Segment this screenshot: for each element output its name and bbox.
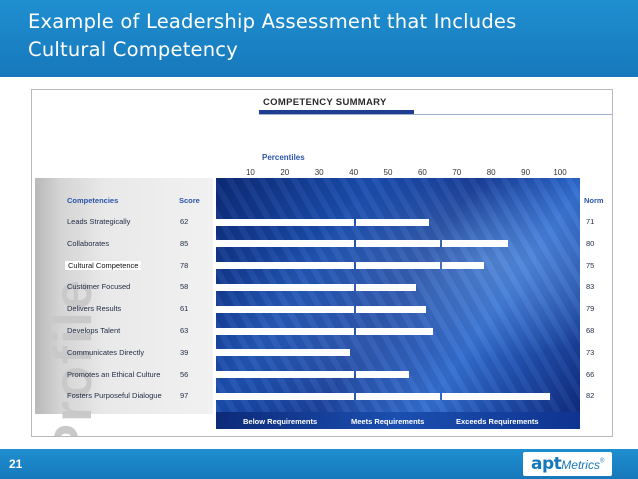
report-title-underline	[259, 110, 414, 114]
competency-name: Communicates Directly	[67, 347, 145, 357]
competency-norm: 75	[586, 260, 595, 270]
slide-title-line1: Example of Leadership Assessment that In…	[28, 10, 517, 33]
competency-score: 62	[180, 217, 189, 226]
competency-score: 85	[180, 238, 189, 248]
percentile-tick: 20	[280, 168, 290, 177]
percentiles-label: Percentiles	[262, 153, 305, 162]
competency-name: Leads Strategically	[67, 217, 131, 226]
band-meets-requirements: Meets Requirements	[351, 417, 425, 426]
competency-norm: 66	[586, 369, 595, 379]
score-bar-segment	[355, 218, 430, 226]
competency-norm: 73	[586, 347, 595, 357]
score-bar-segment	[216, 327, 354, 335]
competency-name: Promotes an Ethical Culture	[67, 369, 161, 379]
percentile-chart-background	[216, 178, 580, 414]
competency-score: 63	[180, 326, 189, 335]
score-bar-segment	[355, 327, 433, 335]
score-bar-segment	[216, 240, 354, 248]
score-bar-segment	[355, 262, 440, 270]
competency-name: Collaborates	[67, 238, 110, 248]
logo-metrics: Metrics	[561, 458, 600, 472]
score-header: Score	[179, 196, 200, 205]
competency-norm: 82	[586, 391, 595, 401]
competency-score: 61	[180, 304, 189, 314]
band-below-requirements: Below Requirements	[243, 417, 318, 426]
percentile-tick: 30	[314, 168, 324, 177]
score-bar-segment	[355, 392, 440, 400]
logo-registered: ®	[599, 458, 605, 465]
competency-score: 39	[180, 347, 189, 357]
score-bar-segment	[216, 305, 354, 313]
percentile-tick: 40	[349, 168, 359, 177]
norm-header: Norm	[584, 196, 604, 205]
competencies-header: Competencies	[67, 196, 119, 205]
competency-norm: 83	[586, 282, 595, 292]
competency-norm: 71	[586, 217, 595, 226]
percentile-tick: 90	[521, 168, 531, 177]
competency-norm: 79	[586, 304, 595, 314]
percentile-tick: 100	[553, 168, 567, 177]
percentile-tick: 10	[245, 168, 255, 177]
competency-name: Customer Focused	[67, 282, 131, 292]
percentile-tick: 50	[383, 168, 393, 177]
slide-title-line2: Cultural Competency	[28, 38, 238, 61]
competency-score: 58	[180, 282, 189, 292]
competency-norm: 80	[586, 238, 595, 248]
competency-panel: Profile	[35, 178, 213, 436]
competency-name: Develops Talent	[67, 326, 121, 335]
score-bar-segment	[355, 371, 409, 379]
title-band: Example of Leadership Assessment that In…	[0, 0, 638, 77]
band-exceeds-requirements: Exceeds Requirements	[456, 417, 539, 426]
score-bar-segment	[216, 371, 354, 379]
score-bar-segment	[216, 392, 354, 400]
competency-name: Fosters Purposeful Dialogue	[67, 391, 162, 401]
page-number: 21	[9, 457, 23, 471]
score-bar-segment	[216, 349, 351, 357]
logo-apt: apt	[531, 454, 562, 474]
score-bar-segment	[355, 283, 416, 291]
competency-norm: 68	[586, 326, 595, 335]
score-bar-segment	[216, 283, 354, 291]
percentile-tick: 70	[452, 168, 462, 177]
percentile-tick: 60	[417, 168, 427, 177]
score-bar-segment	[355, 305, 426, 313]
percentile-tick: 80	[486, 168, 496, 177]
score-bar-segment	[216, 218, 354, 226]
score-bar-segment	[441, 392, 550, 400]
score-bar-segment	[216, 262, 354, 270]
competency-report: COMPETENCY SUMMARY Percentiles 10 20 30 40 5…	[31, 89, 613, 437]
score-bar-segment	[441, 262, 485, 270]
competency-name: Delivers Results	[67, 304, 122, 314]
requirements-band	[216, 412, 580, 429]
competency-score: 97	[180, 391, 189, 401]
score-bar-segment	[441, 240, 509, 248]
aptmetrics-logo: aptMetrics®	[523, 452, 613, 476]
report-title: COMPETENCY SUMMARY	[263, 97, 387, 108]
score-bar-segment	[355, 240, 440, 248]
report-title-rule	[259, 114, 612, 115]
competency-score: 78	[180, 260, 189, 270]
competency-score: 56	[180, 369, 189, 379]
competency-name: Cultural Competence	[65, 260, 142, 270]
